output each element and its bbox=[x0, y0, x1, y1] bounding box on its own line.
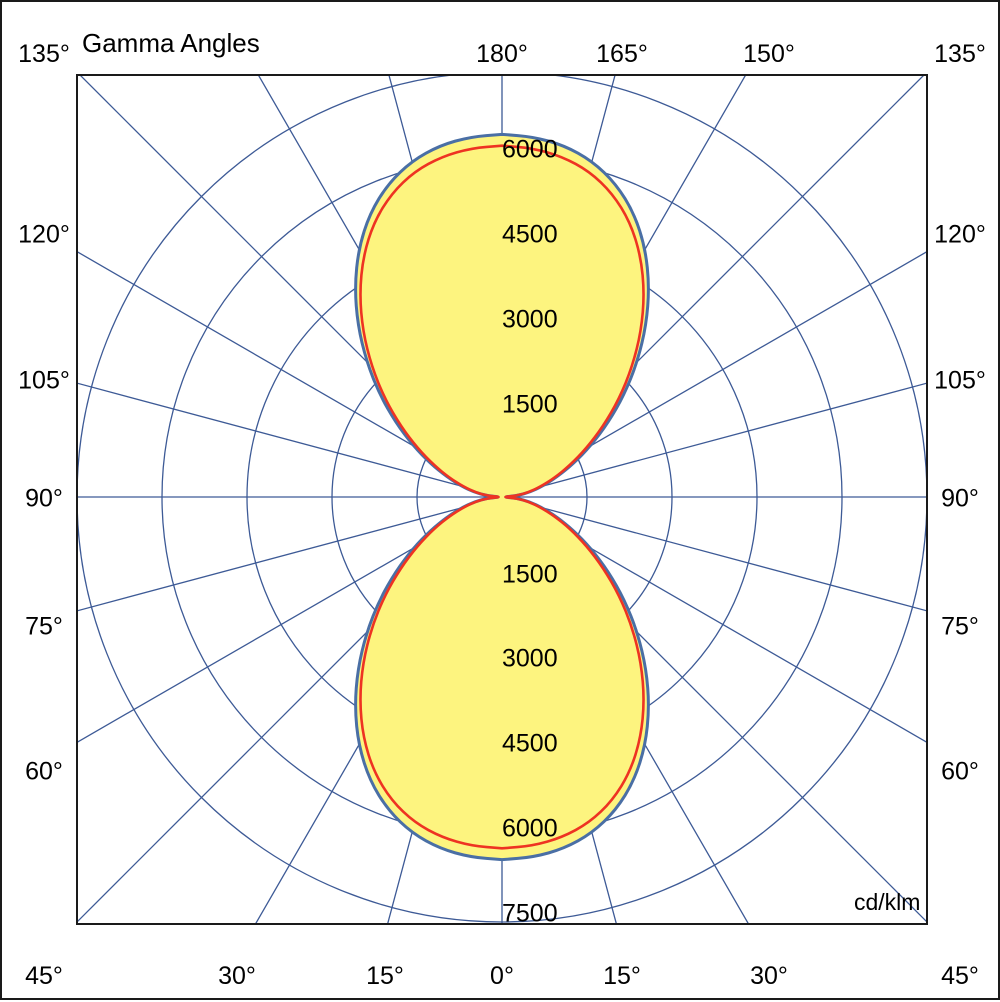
distribution-curves bbox=[354, 132, 650, 862]
gamma-angle-label-top-3: 150° bbox=[743, 40, 795, 68]
gamma-angle-label-top-2: 165° bbox=[596, 40, 648, 68]
curve-c90-c270 bbox=[354, 132, 650, 862]
gamma-angle-label-right-0: 120° bbox=[934, 220, 986, 249]
grid-spoke-105 bbox=[501, 496, 927, 612]
radial-scale-label-down-0: 1500 bbox=[502, 560, 558, 589]
gamma-angle-label-top-4: 135° bbox=[934, 40, 986, 68]
gamma-angle-label-right-2: 90° bbox=[941, 484, 979, 513]
grid-spoke-285 bbox=[77, 382, 503, 498]
radial-scale-label-down-3: 6000 bbox=[502, 814, 558, 843]
radial-scale-label-down-2: 4500 bbox=[502, 729, 558, 758]
unit-label: cd/klm bbox=[854, 889, 921, 915]
radial-scale-label-up-3: 6000 bbox=[502, 135, 558, 164]
curve-c0-c180 bbox=[359, 144, 645, 850]
gamma-angle-label-bottom-0: 45° bbox=[25, 962, 63, 990]
gamma-angle-label-right-3: 75° bbox=[941, 612, 979, 641]
grid-spoke-255 bbox=[77, 496, 503, 612]
radial-scale-label-up-1: 3000 bbox=[502, 305, 558, 334]
grid-spoke-120 bbox=[501, 496, 927, 744]
plot-frame bbox=[76, 74, 928, 925]
grid-spoke-60 bbox=[501, 250, 927, 498]
gamma-angle-label-bottom-1: 30° bbox=[218, 962, 256, 990]
gamma-angle-label-left-0: 120° bbox=[18, 220, 70, 249]
gamma-angle-label-left-3: 75° bbox=[25, 612, 63, 641]
gamma-angle-label-left-4: 60° bbox=[25, 757, 63, 786]
gamma-angle-label-left-1: 105° bbox=[18, 366, 70, 395]
gamma-angle-label-bottom-3: 0° bbox=[490, 962, 514, 990]
gamma-angle-label-right-4: 60° bbox=[941, 757, 979, 786]
gamma-angle-label-right-1: 105° bbox=[934, 366, 986, 395]
grid-spoke-75 bbox=[501, 382, 927, 498]
gamma-angle-label-bottom-6: 45° bbox=[941, 962, 979, 990]
gamma-angle-label-top-0: 135° bbox=[18, 40, 70, 68]
distribution-fill bbox=[355, 134, 649, 860]
gamma-angle-label-bottom-2: 15° bbox=[366, 962, 404, 990]
gamma-angle-label-left-2: 90° bbox=[25, 484, 63, 513]
page-title: Gamma Angles bbox=[82, 28, 260, 58]
grid-spoke-240 bbox=[77, 496, 503, 744]
radial-scale-label-up-2: 4500 bbox=[502, 220, 558, 249]
gamma-angle-label-bottom-5: 30° bbox=[750, 962, 788, 990]
radial-scale-label-down-4: 7500 bbox=[502, 899, 558, 928]
radial-scale-label-up-0: 1500 bbox=[502, 390, 558, 419]
gamma-angle-label-bottom-4: 15° bbox=[603, 962, 641, 990]
gamma-angle-label-top-1: 180° bbox=[476, 40, 528, 68]
grid-spoke-300 bbox=[77, 250, 503, 498]
radial-scale-label-down-1: 3000 bbox=[502, 644, 558, 673]
